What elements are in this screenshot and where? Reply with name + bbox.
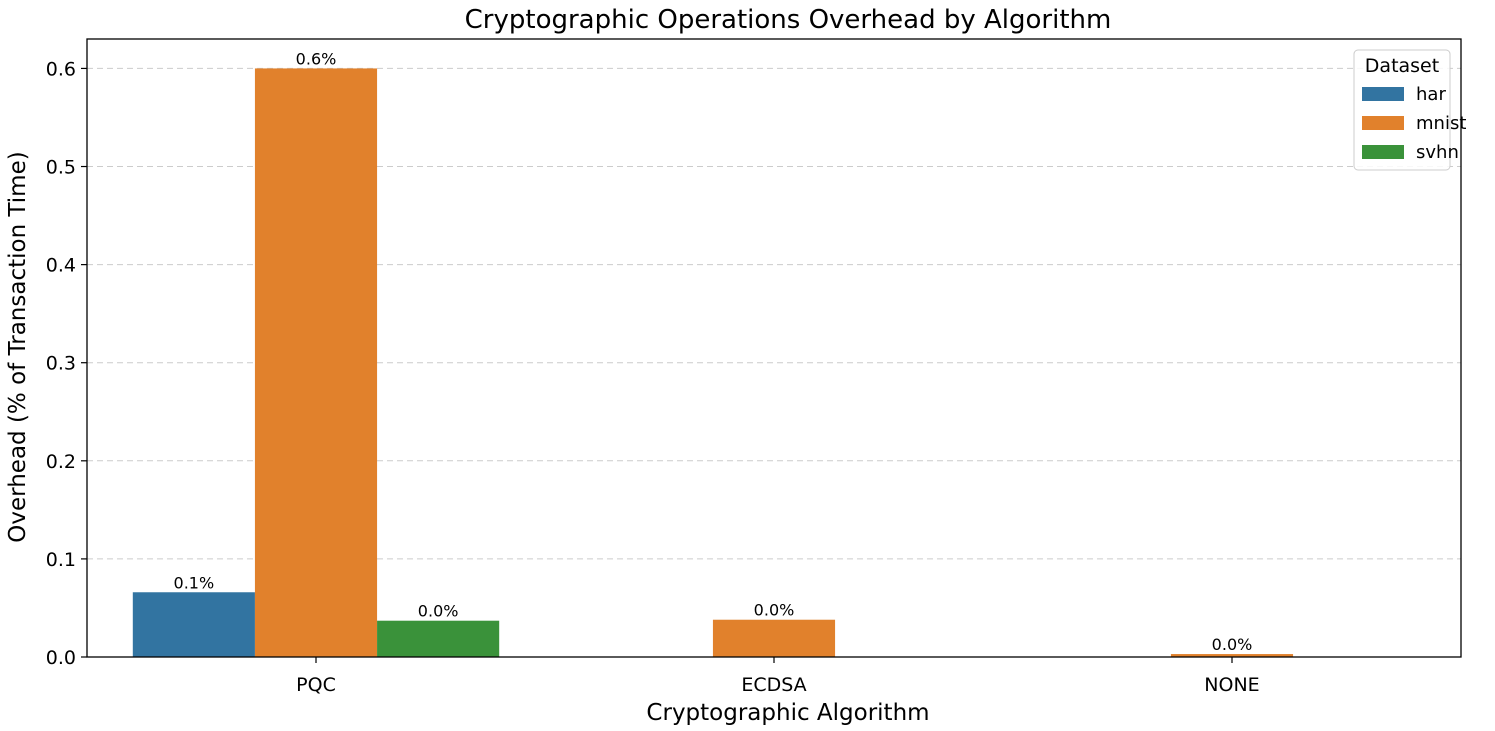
bar-label: 0.0% — [754, 601, 795, 620]
chart-title: Cryptographic Operations Overhead by Alg… — [465, 5, 1112, 35]
legend: Dataset har mnist svhn — [1353, 49, 1466, 171]
y-axis: 0.0 0.1 0.2 0.3 0.4 0.5 0.6 — [46, 58, 87, 669]
bar-svhn-pqc — [377, 620, 500, 657]
x-tick-label: NONE — [1204, 674, 1259, 696]
bar-label: 0.0% — [418, 602, 459, 621]
legend-box — [1353, 49, 1451, 171]
bar-label: 0.6% — [296, 49, 337, 68]
y-axis-label: Overhead (% of Transaction Time) — [5, 151, 31, 542]
bar-labels: 0.1% 0.6% 0.0% 0.0% 0.0% — [174, 49, 1253, 654]
y-tick-label: 0.5 — [46, 157, 76, 179]
bars — [132, 68, 1294, 657]
legend-swatch-mnist — [1362, 116, 1404, 130]
bar-mnist-ecdsa — [712, 619, 836, 657]
legend-label-mnist: mnist — [1416, 113, 1466, 134]
bar-mnist-pqc — [254, 68, 378, 657]
bar-label: 0.0% — [1212, 635, 1253, 654]
legend-swatch-svhn — [1362, 145, 1404, 159]
legend-label-har: har — [1416, 84, 1446, 105]
y-tick-label: 0.1 — [46, 549, 76, 571]
x-tick-label: PQC — [296, 674, 336, 696]
x-tick-label: ECDSA — [741, 674, 806, 696]
y-tick-label: 0.0 — [46, 647, 76, 669]
bar-mnist-none — [1170, 654, 1294, 657]
x-axis-label: Cryptographic Algorithm — [646, 700, 929, 726]
y-tick-label: 0.6 — [46, 58, 76, 80]
legend-swatch-har — [1362, 87, 1404, 101]
y-tick-label: 0.3 — [46, 353, 76, 375]
legend-title: Dataset — [1365, 55, 1439, 77]
legend-label-svhn: svhn — [1416, 142, 1459, 163]
y-tick-label: 0.2 — [46, 451, 76, 473]
bar-label: 0.1% — [174, 573, 215, 592]
y-tick-label: 0.4 — [46, 255, 76, 277]
bar-har-pqc — [132, 592, 255, 657]
x-axis: PQC ECDSA NONE — [296, 657, 1260, 696]
